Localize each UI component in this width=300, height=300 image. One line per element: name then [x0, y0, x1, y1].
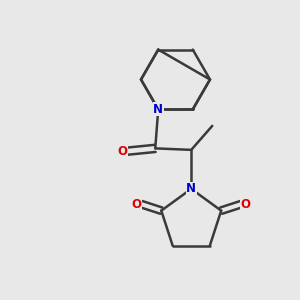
Text: O: O	[132, 198, 142, 211]
Text: O: O	[241, 198, 251, 211]
Text: O: O	[117, 145, 127, 158]
Text: N: N	[153, 103, 163, 116]
Text: N: N	[186, 182, 196, 195]
